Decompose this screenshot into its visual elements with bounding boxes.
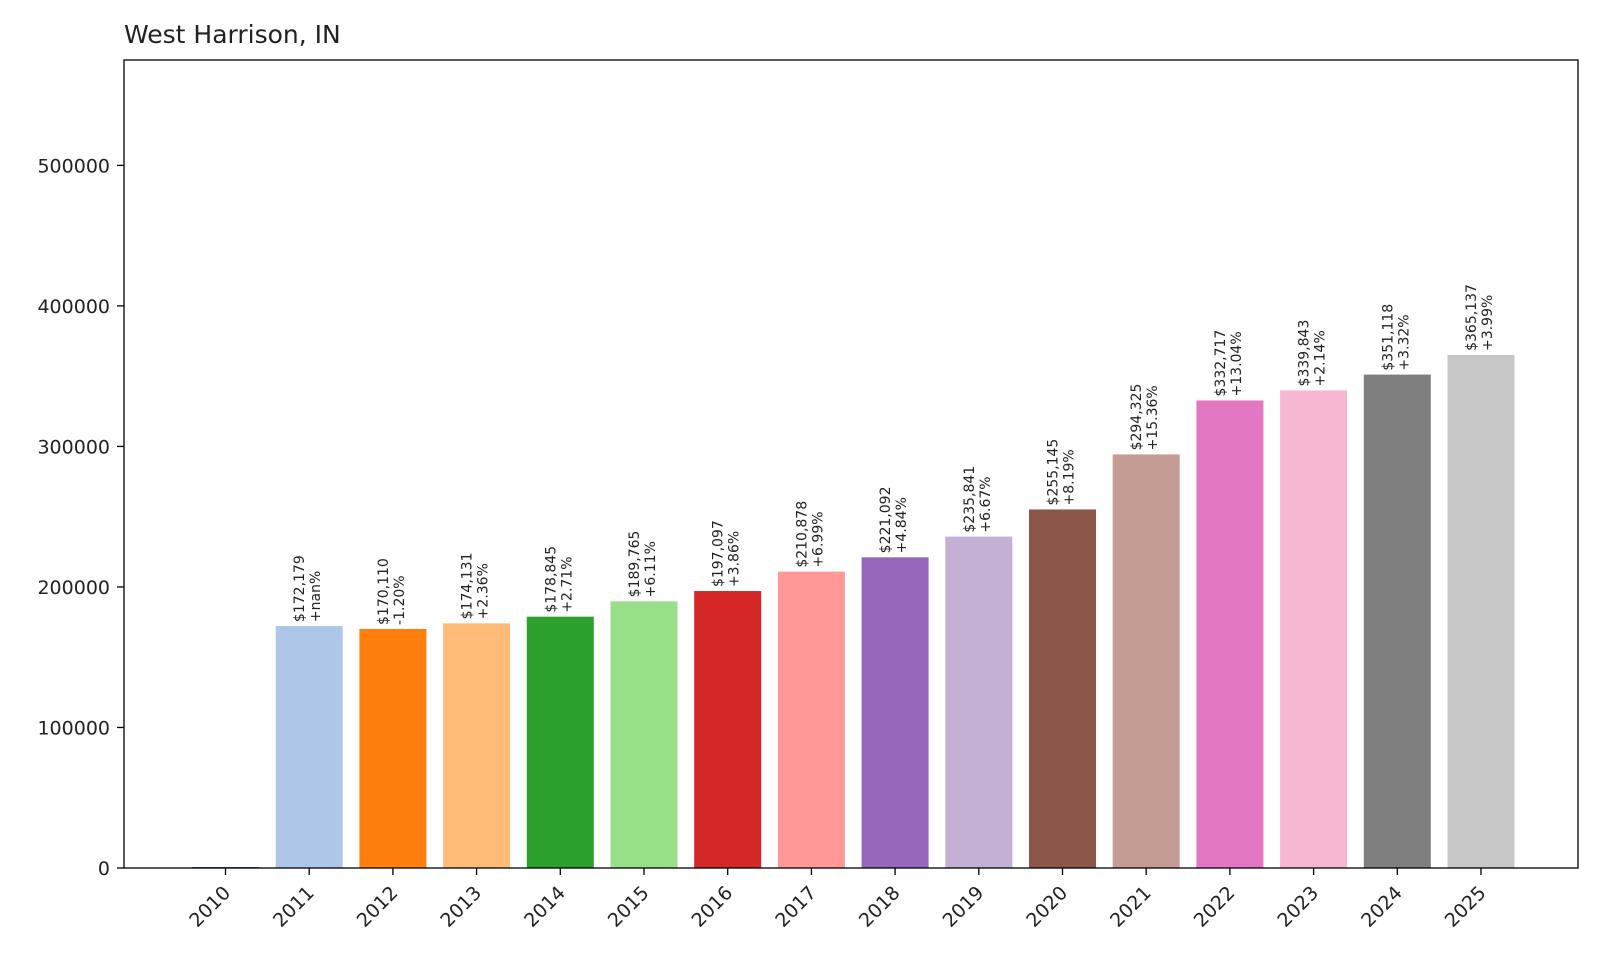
bar-2016 — [694, 591, 762, 868]
x-tick-label: 2017 — [771, 882, 821, 932]
bar-2023 — [1280, 390, 1348, 868]
x-tick-label: 2014 — [520, 882, 570, 932]
bar-2013 — [443, 623, 511, 868]
change-label: -1.20% — [392, 575, 408, 625]
bar-2014 — [526, 616, 594, 868]
data-label: $339,843 — [1297, 320, 1313, 387]
change-label: +8.19% — [1062, 449, 1078, 505]
bar-2021 — [1112, 454, 1180, 868]
x-tick-label: 2013 — [436, 882, 486, 932]
x-tick-label: 2021 — [1106, 882, 1156, 932]
x-tick-label: 2018 — [855, 882, 905, 932]
change-label: +13.04% — [1229, 331, 1245, 396]
data-label: $332,717 — [1213, 330, 1229, 397]
bar-2017 — [777, 571, 845, 868]
y-tick-label: 300000 — [37, 436, 110, 458]
y-tick-label: 400000 — [37, 296, 110, 318]
data-label: $294,325 — [1129, 384, 1145, 451]
x-tick-label: 2019 — [939, 882, 989, 932]
bar-2011 — [275, 626, 343, 868]
change-label: +3.86% — [727, 531, 743, 587]
x-tick-label: 2023 — [1273, 882, 1323, 932]
data-label: $365,137 — [1464, 284, 1480, 351]
x-tick-label: 2025 — [1441, 882, 1491, 932]
change-label: +2.71% — [559, 556, 575, 612]
bar-2022 — [1196, 400, 1264, 868]
chart-title: West Harrison, IN — [124, 20, 341, 49]
data-label: $170,110 — [376, 558, 392, 625]
x-tick-label: 2015 — [604, 882, 654, 932]
bar-2024 — [1363, 374, 1431, 868]
y-tick-label: 100000 — [37, 717, 110, 739]
change-label: +2.14% — [1313, 330, 1329, 386]
y-tick-label: 200000 — [37, 577, 110, 599]
data-label: $351,118 — [1380, 304, 1396, 371]
data-label: $178,845 — [543, 546, 559, 613]
data-label: $221,092 — [878, 487, 894, 554]
bar-2020 — [1029, 509, 1096, 868]
bar-2019 — [945, 536, 1013, 868]
data-label: $197,097 — [711, 520, 727, 587]
data-label: $189,765 — [627, 531, 643, 598]
x-tick-label: 2016 — [687, 882, 737, 932]
change-label: +6.67% — [978, 476, 994, 532]
change-label: +3.99% — [1480, 295, 1496, 351]
bar-2012 — [359, 628, 427, 868]
data-label: $172,179 — [292, 555, 308, 622]
x-tick-label: 2010 — [185, 882, 235, 932]
change-label: +6.99% — [810, 511, 826, 567]
data-label: $174,131 — [460, 552, 476, 619]
plot-frame — [123, 59, 1579, 869]
change-label: +4.84% — [894, 497, 910, 553]
change-label: +15.36% — [1145, 385, 1161, 450]
x-tick-label: 2012 — [353, 882, 403, 932]
bar-2018 — [861, 557, 929, 868]
data-label: $255,145 — [1046, 439, 1062, 506]
x-tick-label: 2024 — [1357, 882, 1407, 932]
bar-2025 — [1447, 354, 1515, 868]
change-label: +3.32% — [1396, 314, 1412, 370]
x-tick-label: 2022 — [1190, 882, 1240, 932]
bar-2015 — [610, 601, 678, 868]
data-label: $210,878 — [794, 501, 810, 568]
x-tick-label: 2020 — [1022, 882, 1072, 932]
data-label: $235,841 — [962, 466, 978, 533]
y-tick-label: 0 — [98, 858, 110, 880]
change-label: +6.11% — [643, 541, 659, 597]
y-tick-label: 500000 — [37, 155, 110, 177]
change-label: +nan% — [308, 571, 324, 622]
x-tick-label: 2011 — [269, 882, 319, 932]
change-label: +2.36% — [476, 563, 492, 619]
